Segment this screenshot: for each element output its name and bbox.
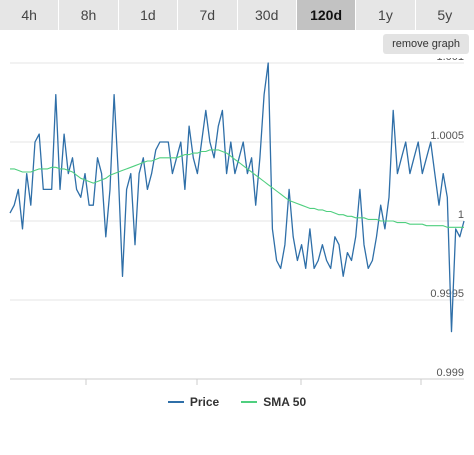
tab-5y[interactable]: 5y xyxy=(415,0,474,30)
legend-label-price: Price xyxy=(189,395,220,409)
tab-1d[interactable]: 1d xyxy=(118,0,179,30)
tab-30d[interactable]: 30d xyxy=(237,0,297,30)
y-tick-label: 1.0005 xyxy=(430,130,464,142)
legend-item-price[interactable]: Price xyxy=(167,392,220,412)
y-tick-label: 0.999 xyxy=(436,367,464,379)
tab-4h[interactable]: 4h xyxy=(0,0,60,30)
remove-graph-button[interactable]: remove graph xyxy=(383,34,469,54)
chart-series xyxy=(9,62,465,333)
chart-grid xyxy=(10,62,464,380)
sma50-line xyxy=(10,149,464,228)
y-tick-label: 1 xyxy=(458,209,464,221)
legend-swatch-price xyxy=(167,401,184,403)
legend-label-sma50: SMA 50 xyxy=(263,395,307,409)
tab-8h[interactable]: 8h xyxy=(59,0,119,30)
legend-item-sma50[interactable]: SMA 50 xyxy=(241,392,306,412)
price-line xyxy=(9,62,465,333)
tab-120d[interactable]: 120d xyxy=(296,0,357,30)
y-tick-label: 0.9995 xyxy=(430,288,464,300)
time-range-tabs: 4h 8h 1d 7d 30d 120d 1y 5y xyxy=(0,0,474,30)
tab-7d[interactable]: 7d xyxy=(178,0,238,30)
y-tick-label: 1.001 xyxy=(436,58,464,63)
tab-1y[interactable]: 1y xyxy=(356,0,416,30)
chart-legend: Price SMA 50 xyxy=(0,392,474,412)
legend-swatch-sma50 xyxy=(241,401,258,403)
